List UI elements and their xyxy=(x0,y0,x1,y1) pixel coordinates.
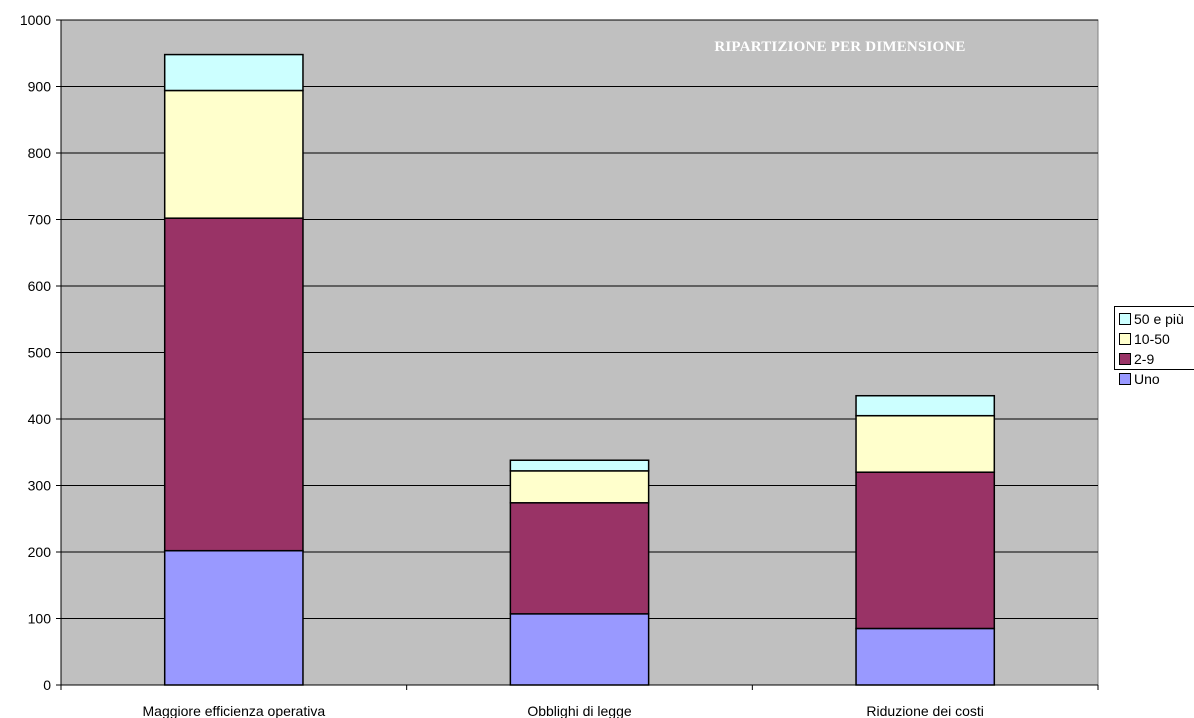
y-tick-label: 200 xyxy=(28,544,52,560)
y-tick-label: 800 xyxy=(28,145,52,161)
bar-segment xyxy=(163,217,304,552)
legend: 50 e più 10-50 2-9 Uno xyxy=(1114,306,1194,387)
legend-item: Uno xyxy=(1119,369,1194,389)
category-label: Obblighi di legge xyxy=(527,703,632,718)
legend-swatch xyxy=(1119,333,1131,345)
bar-segment xyxy=(855,414,996,473)
y-tick-label: 400 xyxy=(28,411,52,427)
bar-segment xyxy=(509,613,650,686)
legend-label: 50 e più xyxy=(1134,311,1184,327)
y-tick-label: 300 xyxy=(28,478,52,494)
y-tick-label: 1000 xyxy=(20,12,51,28)
bar-segment xyxy=(855,627,996,686)
category-label: Riduzione dei costi xyxy=(866,703,984,718)
bar-segment xyxy=(509,470,650,504)
bar-segment xyxy=(163,549,304,686)
legend-label: Uno xyxy=(1134,371,1160,387)
bar-segment xyxy=(163,53,304,92)
y-tick-label: 600 xyxy=(28,278,52,294)
bar-segment xyxy=(509,502,650,615)
category-label: Maggiore efficienza operativa xyxy=(143,703,326,718)
legend-label: 2-9 xyxy=(1134,351,1155,367)
legend-item: 10-50 xyxy=(1119,329,1194,349)
bar-segment xyxy=(855,394,996,417)
legend-swatch xyxy=(1119,373,1131,385)
legend-label: 10-50 xyxy=(1134,331,1170,347)
y-tick-label: 500 xyxy=(28,345,52,361)
y-tick-label: 0 xyxy=(43,677,51,693)
bar-segment xyxy=(509,459,650,472)
y-tick-label: 100 xyxy=(28,611,52,627)
bar-segment xyxy=(163,89,304,219)
legend-swatch xyxy=(1119,313,1131,325)
y-tick-label: 900 xyxy=(28,79,52,95)
legend-item: 2-9 xyxy=(1119,349,1194,369)
legend-swatch xyxy=(1119,353,1131,365)
legend-item: 50 e più xyxy=(1119,309,1194,329)
bar-segment xyxy=(855,471,996,630)
y-tick-label: 700 xyxy=(28,212,52,228)
chart-title: RIPARTIZIONE PER DIMENSIONE xyxy=(714,39,965,55)
